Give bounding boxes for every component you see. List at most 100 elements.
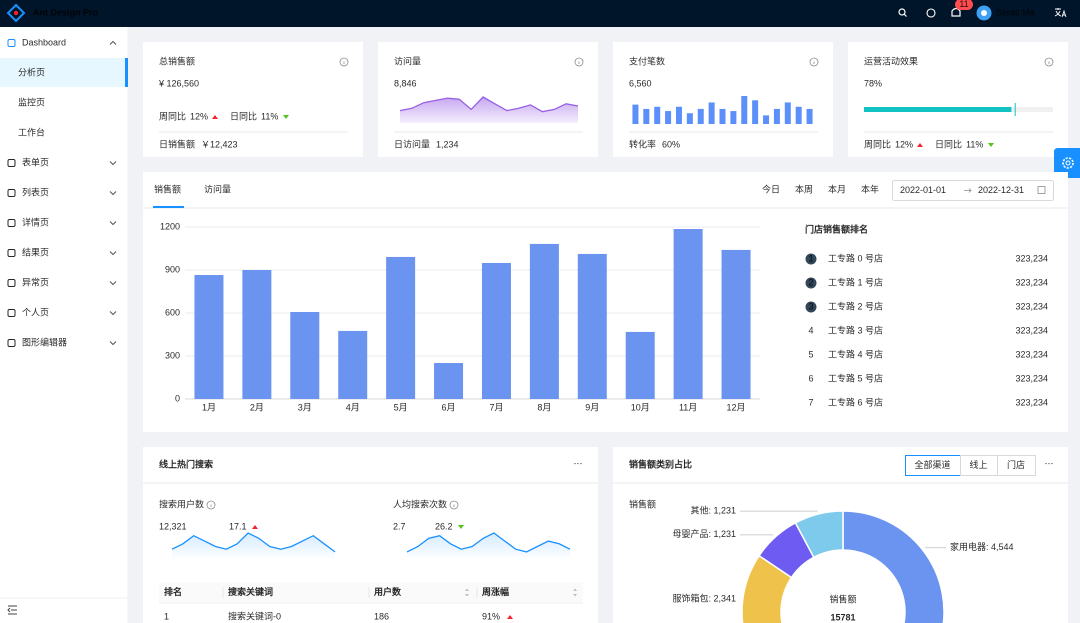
chevron-icon <box>109 251 117 256</box>
slice-label: 服饰箱包: 2,341 <box>672 592 736 603</box>
rank-number: 6 <box>808 373 813 383</box>
menu-item[interactable]: 异常页 <box>22 276 49 287</box>
help-icon[interactable] <box>926 8 936 18</box>
mini-bar <box>697 108 704 124</box>
calendar-icon <box>1037 186 1046 194</box>
donut-segment <box>842 510 945 623</box>
language-icon[interactable] <box>1054 8 1067 18</box>
more-icon[interactable]: ⋯ <box>1045 458 1054 468</box>
trend-arrow <box>252 525 258 529</box>
bar <box>386 256 416 399</box>
mini-bar <box>752 100 759 124</box>
bell-icon[interactable] <box>951 7 961 17</box>
logo[interactable] <box>6 3 26 23</box>
range-link[interactable]: 今日 <box>762 183 780 194</box>
settings-icon <box>1062 157 1074 169</box>
slice-label: 家用电器: 4,544 <box>950 541 1014 552</box>
card <box>613 42 833 157</box>
slice-label: 其他: 1,231 <box>690 504 736 515</box>
channel-label[interactable]: 门店 <box>1007 459 1025 470</box>
stat-title: 访问量 <box>394 55 421 66</box>
menu-icon <box>7 39 16 47</box>
logo <box>13 10 19 16</box>
stat-change: 17.1 <box>229 521 247 531</box>
stat-value: 78% <box>864 78 882 88</box>
progress-bar <box>864 107 1012 112</box>
x-tick-label: 5月 <box>394 402 408 412</box>
menu-icon <box>7 309 16 317</box>
chevron-icon <box>109 191 117 196</box>
stat-value: 12,321 <box>159 521 187 531</box>
date-picker[interactable] <box>892 180 1054 201</box>
store-name: 工专路 6 号店 <box>828 396 883 407</box>
stat-value: 8,846 <box>394 78 417 88</box>
area-line <box>171 532 336 553</box>
footer-value: 1,234 <box>436 139 459 149</box>
menu-item[interactable]: 表单页 <box>22 156 49 167</box>
top-header <box>0 0 1080 27</box>
y-tick-label: 600 <box>165 307 180 317</box>
range-link[interactable]: 本月 <box>828 183 846 194</box>
submenu-item[interactable]: 分析页 <box>18 66 45 77</box>
settings-button[interactable] <box>1054 148 1080 178</box>
more-icon[interactable]: ⋯ <box>574 458 583 468</box>
menu-icon <box>7 279 16 287</box>
card-title: 线上热门搜索 <box>159 458 213 469</box>
channel-button[interactable] <box>997 455 1036 476</box>
range-link[interactable]: 本年 <box>861 183 879 194</box>
x-tick-label: 6月 <box>442 402 456 412</box>
menu-item[interactable]: 结果页 <box>22 246 49 257</box>
store-sales: 323,234 <box>1015 253 1048 263</box>
tab[interactable]: 访问量 <box>204 183 231 194</box>
mini-bar <box>708 102 715 124</box>
trend-value: 11% <box>261 111 278 121</box>
card <box>143 42 363 157</box>
trend-arrow <box>212 115 218 119</box>
bar <box>673 229 703 399</box>
stat-label: 搜索用户数 <box>159 498 204 509</box>
sort-icon <box>573 588 577 597</box>
store-sales: 323,234 <box>1015 397 1048 407</box>
search-icon[interactable] <box>898 8 906 16</box>
column-header[interactable]: 周涨幅 <box>482 586 509 597</box>
donut-center-value: 15781 <box>830 612 855 622</box>
collapse-icon[interactable] <box>7 605 17 615</box>
tab[interactable]: 销售额 <box>154 183 181 194</box>
info-icon <box>809 57 819 67</box>
menu-item[interactable]: 详情页 <box>22 216 49 227</box>
submenu-item[interactable]: 监控页 <box>18 96 45 107</box>
store-name: 工专路 3 号店 <box>828 324 883 335</box>
store-sales: 323,234 <box>1015 349 1048 359</box>
stat-change: 26.2 <box>435 521 453 531</box>
footer-label: 日访问量 <box>394 138 430 149</box>
date-arrow <box>964 188 972 193</box>
chevron-icon <box>109 341 117 346</box>
y-tick-label: 0 <box>175 393 180 403</box>
menu-item-selected-bar <box>125 58 128 87</box>
menu-item[interactable]: Dashboard <box>22 37 66 47</box>
avatar <box>981 10 987 16</box>
cell-rank: 1 <box>164 611 169 621</box>
ranking-title: 门店销售额排名 <box>805 223 868 234</box>
user-name[interactable]: Serati Ma <box>996 7 1035 17</box>
column-header[interactable]: 用户数 <box>373 586 402 597</box>
app-title[interactable]: Ant Design Pro <box>33 7 99 17</box>
menu-icon <box>7 159 16 167</box>
stat-value: 6,560 <box>629 78 652 88</box>
bar <box>721 249 751 399</box>
bar <box>577 253 607 399</box>
column-header: 搜索关键词 <box>228 586 273 597</box>
date-end: 2022-12-31 <box>978 185 1024 195</box>
cell-keyword[interactable]: 搜索关键词-0 <box>228 610 281 621</box>
menu-item[interactable]: 列表页 <box>22 186 49 197</box>
bar <box>434 363 464 399</box>
menu-icon <box>7 219 16 227</box>
submenu-item[interactable]: 工作台 <box>18 126 45 137</box>
channel-label[interactable]: 全部渠道 <box>914 459 950 470</box>
menu-item[interactable]: 个人页 <box>22 307 49 317</box>
channel-label[interactable]: 线上 <box>969 459 987 470</box>
area-line <box>406 532 571 553</box>
x-tick-label: 8月 <box>537 402 551 412</box>
menu-item[interactable]: 图形编辑器 <box>22 336 67 347</box>
range-link[interactable]: 本周 <box>795 183 813 194</box>
